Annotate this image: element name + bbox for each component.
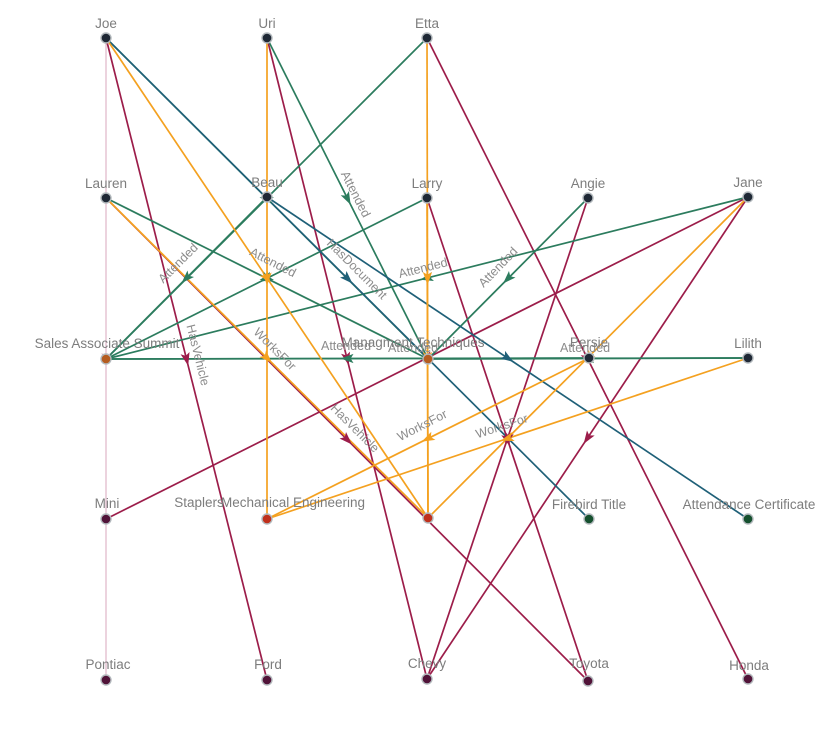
node-etta[interactable] <box>421 32 433 44</box>
edge-label-attended-10: Attended <box>560 341 610 355</box>
node-attcert[interactable] <box>742 513 754 525</box>
node-label-lilith: Lilith <box>734 336 762 351</box>
arrowhead-angie-mt <box>503 271 516 284</box>
arrowhead-joe-firebird <box>340 271 353 284</box>
node-label-staplers: Staplers <box>174 495 224 510</box>
node-label-pontiac: Pontiac <box>85 657 130 672</box>
node-label-mecheng: Mechanical Engineering <box>221 495 365 510</box>
node-toyota[interactable] <box>582 675 594 687</box>
node-label-angie: Angie <box>571 176 606 191</box>
node-label-toyota: Toyota <box>569 656 609 671</box>
edge-label-hasdocument-3: HasDocument <box>324 236 390 302</box>
arrowhead-joe-ford <box>180 352 190 366</box>
node-firebird[interactable] <box>583 513 595 525</box>
arrowhead-lauren-mecheng <box>259 350 272 363</box>
node-label-firebird: Firebird Title <box>552 497 626 512</box>
node-label-jane: Jane <box>733 175 762 190</box>
node-chevy[interactable] <box>421 673 433 685</box>
node-label-chevy: Chevy <box>408 656 447 671</box>
node-label-honda: Honda <box>729 658 769 673</box>
arrowhead-etta-mecheng <box>422 271 433 285</box>
node-sas[interactable] <box>100 353 112 365</box>
node-label-beau: Beau <box>251 175 283 190</box>
node-mecheng[interactable] <box>422 512 434 524</box>
arrowhead-persie-staplers <box>421 431 436 442</box>
edge-label-attended-5: Attended <box>476 244 521 290</box>
node-larry[interactable] <box>421 192 433 204</box>
arrowhead-uri-staplers <box>262 272 272 286</box>
node-uri[interactable] <box>261 32 273 44</box>
node-label-persie: Persie <box>570 335 608 350</box>
node-jane[interactable] <box>742 191 754 203</box>
arrowhead-jane-chevy <box>583 430 595 444</box>
edge-label-attended-4: Attended <box>397 255 449 281</box>
edge-label-worksfor-12: WorksFor <box>395 407 449 444</box>
edge-label-attended-9: Attended <box>388 341 438 355</box>
node-label-joe: Joe <box>95 16 117 31</box>
node-label-ford: Ford <box>254 657 282 672</box>
node-staplers[interactable] <box>261 513 273 525</box>
arrowhead-beau-attcert <box>499 350 514 362</box>
node-label-etta: Etta <box>415 16 440 31</box>
arrowhead-lauren-toyota <box>339 432 352 445</box>
node-ford[interactable] <box>261 674 273 686</box>
arrowhead-uri-mt <box>340 191 351 205</box>
edge-label-attended-0: Attended <box>338 169 373 220</box>
arrowhead-lilith-staplers <box>500 432 515 441</box>
node-label-uri: Uri <box>258 16 275 31</box>
node-angie[interactable] <box>582 192 594 204</box>
node-label-sas: Sales Associate Summit <box>35 336 180 351</box>
edge-label-worksfor-13: WorksFor <box>474 411 530 441</box>
arrowhead-beau-sas <box>181 270 194 283</box>
node-mt[interactable] <box>422 353 434 365</box>
node-label-lauren: Lauren <box>85 176 127 191</box>
node-label-larry: Larry <box>412 176 443 191</box>
node-beau[interactable] <box>261 191 273 203</box>
node-label-mini: Mini <box>95 496 120 511</box>
node-label-attcert: Attendance Certificate <box>683 497 816 512</box>
node-lilith[interactable] <box>742 352 754 364</box>
node-label-mt: Managment Techniques <box>341 335 484 350</box>
node-joe[interactable] <box>100 32 112 44</box>
node-lauren[interactable] <box>100 192 112 204</box>
node-honda[interactable] <box>742 673 754 685</box>
edge-label-attended-8: Attended <box>321 339 371 353</box>
arrowhead-persie-sas <box>340 353 354 364</box>
node-mini[interactable] <box>100 513 112 525</box>
node-persie[interactable] <box>583 352 595 364</box>
node-pontiac[interactable] <box>100 674 112 686</box>
